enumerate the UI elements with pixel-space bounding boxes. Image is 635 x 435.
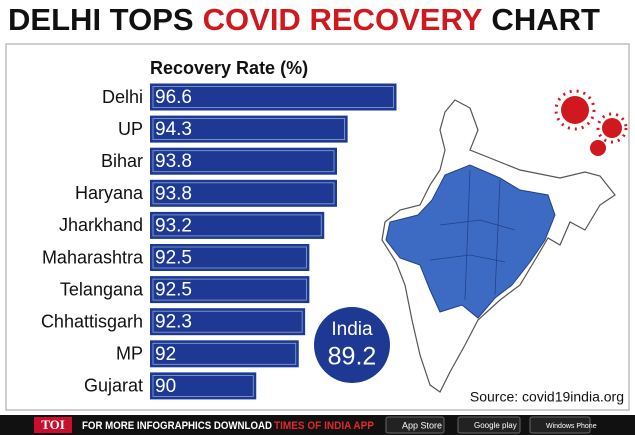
bar-inner-outline — [152, 278, 307, 301]
bar — [150, 211, 325, 239]
value-label: 92 — [155, 344, 176, 365]
category-label: Jharkhand — [59, 215, 143, 235]
bar — [150, 308, 306, 336]
bar-inner-outline — [152, 374, 254, 397]
bar — [150, 179, 337, 207]
value-label: 92.5 — [155, 280, 192, 301]
category-label: MP — [116, 344, 143, 364]
store-label[interactable]: Google play — [474, 421, 517, 430]
bar — [150, 372, 257, 400]
bar — [150, 147, 337, 175]
store-label[interactable]: Windows Phone — [546, 423, 597, 430]
source: Source: covid19india.org — [470, 389, 624, 405]
value-label: 94.3 — [155, 119, 192, 140]
bar — [150, 340, 299, 368]
value-label: 93.8 — [155, 183, 192, 204]
value-label: 92.3 — [155, 312, 192, 333]
india-map — [381, 99, 616, 393]
store-badge[interactable] — [457, 416, 521, 434]
title-part: DELHI TOPS — [8, 2, 194, 37]
category-label: UP — [118, 119, 143, 139]
category-label: Chhattisgarh — [41, 311, 143, 331]
footer-text: FOR MORE INFOGRAPHICS DOWNLOAD — [82, 420, 272, 432]
value-label: 93.8 — [155, 151, 192, 172]
value-label: 96.6 — [155, 87, 192, 108]
title-part: CHART — [491, 2, 600, 37]
category-label: Telangana — [60, 279, 144, 299]
annotation-label: India — [331, 319, 373, 340]
bar — [150, 83, 397, 111]
footer-app: TIMES OF INDIA APP — [274, 420, 374, 432]
bar-inner-outline — [152, 214, 322, 237]
bar — [150, 276, 310, 304]
category-label: Haryana — [75, 183, 144, 203]
bar — [150, 115, 348, 143]
bar-inner-outline — [152, 118, 346, 140]
chart-subtitle: Recovery Rate (%) — [150, 58, 308, 78]
virus-icons — [554, 89, 628, 156]
title-part: COVID RECOVERY — [203, 2, 483, 37]
category-label: Maharashtra — [42, 247, 144, 267]
bar-inner-outline — [152, 246, 307, 269]
bar-inner-outline — [152, 342, 297, 365]
chart-title: DELHI TOPS COVID RECOVERY CHART — [8, 2, 600, 37]
value-label: 93.2 — [155, 215, 192, 236]
category-label: Gujarat — [84, 376, 143, 396]
footer-brand: TOI — [41, 417, 65, 432]
store-label[interactable]: App Store — [402, 420, 442, 430]
bar-inner-outline — [152, 150, 335, 173]
bar-inner-outline — [152, 182, 335, 205]
category-label: Delhi — [102, 87, 143, 107]
value-label: 90 — [155, 376, 176, 397]
annotation-value: 89.2 — [328, 343, 377, 371]
bar-inner-outline — [152, 310, 303, 333]
store-badge[interactable] — [385, 416, 445, 434]
bar-inner-outline — [152, 86, 394, 108]
india-badge — [314, 307, 390, 383]
store-badge[interactable] — [529, 416, 591, 434]
category-label: Bihar — [101, 151, 143, 171]
frame — [5, 43, 630, 411]
bar — [150, 244, 310, 271]
brand-box — [34, 417, 72, 433]
value-label: 92.5 — [155, 248, 192, 269]
